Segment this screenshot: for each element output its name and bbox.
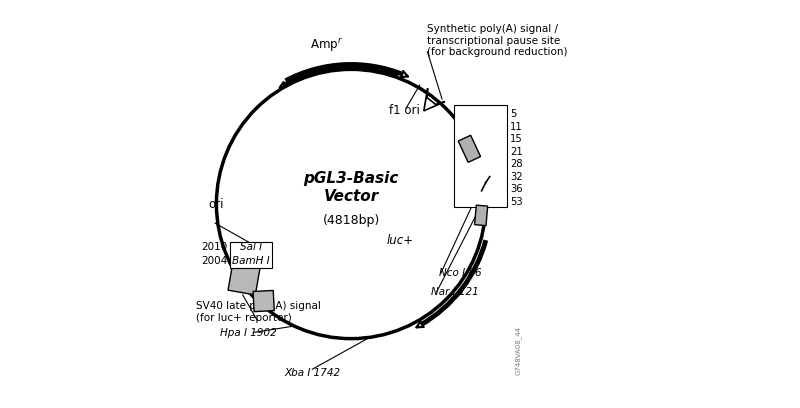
Text: 5: 5 <box>510 109 517 119</box>
Text: Nco I 86: Nco I 86 <box>438 268 482 278</box>
Text: Sma I: Sma I <box>457 159 486 169</box>
Text: 11: 11 <box>510 122 523 132</box>
Text: (4818bp): (4818bp) <box>322 214 380 227</box>
Polygon shape <box>458 135 481 162</box>
Polygon shape <box>253 290 274 312</box>
Polygon shape <box>474 205 488 226</box>
Text: 53: 53 <box>510 197 522 207</box>
Text: Sal I: Sal I <box>240 242 262 252</box>
Text: luc+: luc+ <box>386 234 414 247</box>
Text: 2010: 2010 <box>201 242 227 252</box>
Text: Nhe I: Nhe I <box>457 147 483 157</box>
Polygon shape <box>424 88 445 111</box>
Text: Hind III: Hind III <box>457 197 492 207</box>
Text: Xho I: Xho I <box>457 172 482 182</box>
Text: Amp$^r$: Amp$^r$ <box>310 36 343 53</box>
Text: Bgl II: Bgl II <box>457 184 482 194</box>
FancyBboxPatch shape <box>230 242 272 268</box>
Text: Sac I: Sac I <box>457 122 482 132</box>
Polygon shape <box>228 263 260 295</box>
Text: 32: 32 <box>510 172 522 182</box>
Text: 2004: 2004 <box>201 256 227 266</box>
Text: Synthetic poly(A) signal /
transcriptional pause site
(for background reduction): Synthetic poly(A) signal / transcription… <box>426 24 567 58</box>
Text: f1 ori: f1 ori <box>389 104 419 117</box>
Text: G748VA08_44: G748VA08_44 <box>515 326 522 375</box>
Text: BamH I: BamH I <box>232 256 270 266</box>
Text: Mlu I: Mlu I <box>457 134 481 144</box>
Text: Xba I 1742: Xba I 1742 <box>284 368 340 378</box>
Text: Hpa I 1902: Hpa I 1902 <box>221 328 278 337</box>
FancyBboxPatch shape <box>454 105 507 207</box>
Text: 28: 28 <box>510 159 522 169</box>
Text: Kpn I: Kpn I <box>457 109 482 119</box>
Text: ori: ori <box>209 197 224 211</box>
Text: pGL3-Basic
Vector: pGL3-Basic Vector <box>303 171 398 204</box>
Text: 15: 15 <box>510 134 523 144</box>
Text: Nar I 121: Nar I 121 <box>430 287 478 297</box>
Text: SV40 late poly(A) signal
(for luc+ reporter): SV40 late poly(A) signal (for luc+ repor… <box>196 302 321 323</box>
Text: 21: 21 <box>510 147 523 157</box>
Text: 36: 36 <box>510 184 522 194</box>
